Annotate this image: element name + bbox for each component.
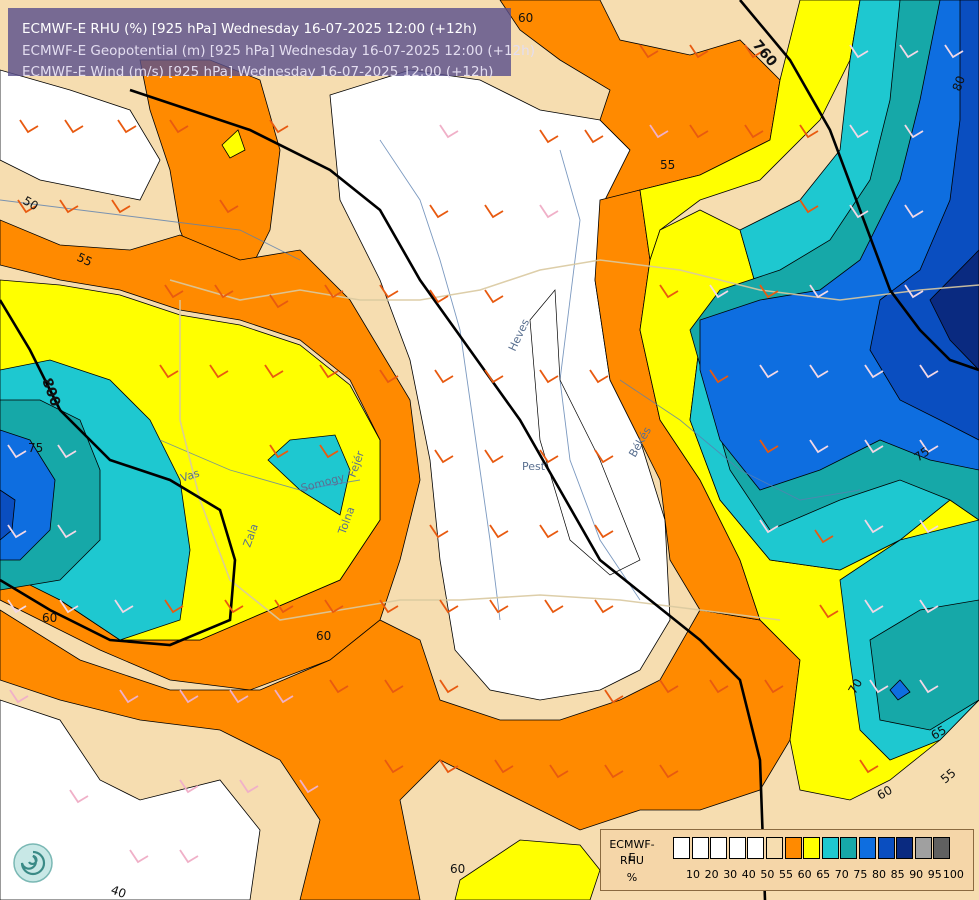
legend-swatch (896, 837, 914, 859)
contour-label-rhu-60-c: 60 (316, 629, 331, 643)
legend-tick-label: 85 (890, 868, 905, 881)
contour-label-rhu-60-w: 60 (42, 611, 57, 625)
legend-swatch (803, 837, 821, 859)
legend-swatch (766, 837, 783, 859)
legend-swatch (784, 837, 802, 859)
legend-swatch (840, 837, 858, 859)
contour-label-rhu-55-ne: 55 (660, 158, 675, 172)
legend-swatch (691, 837, 709, 859)
legend-tick-label: 10 (686, 868, 700, 881)
legend-model: ECMWF-E (609, 838, 655, 864)
geopotential-contour-760 (739, 0, 979, 372)
geopotential-labels: 760 800 (38, 37, 780, 409)
contour-label-rhu-70: 70 (845, 676, 865, 696)
contour-label-rhu-60-n: 60 (518, 11, 533, 25)
ecmwf-logo-icon (13, 843, 53, 883)
contour-label-rhu-60-s: 60 (450, 862, 465, 876)
legend-swatch (914, 837, 932, 859)
legend-swatch (747, 837, 765, 859)
legend-variable: RHU (620, 854, 644, 867)
legend-tick-label: 95 (927, 868, 942, 881)
rhu-zone-white-nw (0, 69, 161, 201)
legend-tick-label: 75 (853, 868, 868, 881)
contour-label-rhu-75-w: 75 (28, 441, 43, 455)
place-label-pest: Pest (522, 460, 546, 473)
contour-label-rhu-60-se: 60 (875, 783, 895, 803)
legend-tick-label: 20 (704, 868, 719, 881)
title-wind: ECMWF-E Wind (m/s) [925 hPa] Wednesday 1… (22, 64, 494, 80)
title-geopotential: ECMWF-E Geopotential (m) [925 hPa] Wedne… (22, 43, 535, 59)
rhu-zone-orange-south (0, 609, 801, 900)
legend-tick-label: 100 (942, 868, 964, 881)
rhu-zone-white-center (329, 69, 671, 701)
rhu-zone-navy-east (929, 249, 979, 371)
place-label-vas: Vas (179, 466, 201, 484)
contour-label-rhu-80: 80 (950, 74, 968, 93)
legend-tick-label: 30 (723, 868, 738, 881)
legend-tick-label: 50 (760, 868, 775, 881)
rhu-zone-yellow-northeast (639, 0, 861, 261)
legend-unit: % (626, 871, 638, 884)
legend-swatch (821, 837, 839, 859)
rhu-zone-blue-spot-se (889, 679, 911, 701)
map-title-box: ECMWF-E RHU (%) [925 hPa] Wednesday 16-0… (8, 8, 535, 80)
legend-swatch (673, 837, 690, 859)
legend-tick-label: 80 (872, 868, 886, 881)
rhu-zone-blue-west (0, 429, 56, 561)
legend-swatch (859, 837, 876, 859)
contour-label-rhu-65: 65 (929, 723, 949, 743)
legend-swatch (710, 837, 728, 859)
contour-label-rhu-40: 40 (109, 883, 128, 900)
geopotential-contour-800 (0, 299, 237, 647)
legend-tick-label: 65 (816, 868, 831, 881)
rhu-zone-yellow-spot (221, 129, 246, 159)
contour-label-rhu-55-nw: 55 (75, 250, 95, 269)
legend-swatch (877, 837, 895, 859)
geopotential-contour-780 (129, 88, 767, 900)
color-legend: ECMWF-E RHU % 10 20 30 40 50 55 60 65 70 75 80 85 90… (600, 829, 974, 891)
wind-barbs-orange (17, 44, 879, 779)
border-lines (169, 259, 979, 621)
wind-barbs-pale (9, 124, 669, 864)
contour-label-rhu-50: 50 (21, 193, 41, 213)
legend-tick-label: 90 (909, 868, 924, 881)
title-rhu: ECMWF-E RHU (%) [925 hPa] Wednesday 16-0… (22, 21, 477, 37)
legend-swatch (728, 837, 746, 859)
legend-tick-label: 40 (741, 868, 756, 881)
legend-swatch (933, 837, 951, 859)
legend-tick-label: 60 (797, 868, 812, 881)
legend-tick-label: 70 (834, 868, 849, 881)
legend-tick-label: 55 (779, 868, 793, 881)
rhu-zone-white-sw (0, 699, 261, 900)
wind-barbs-light (7, 44, 964, 694)
